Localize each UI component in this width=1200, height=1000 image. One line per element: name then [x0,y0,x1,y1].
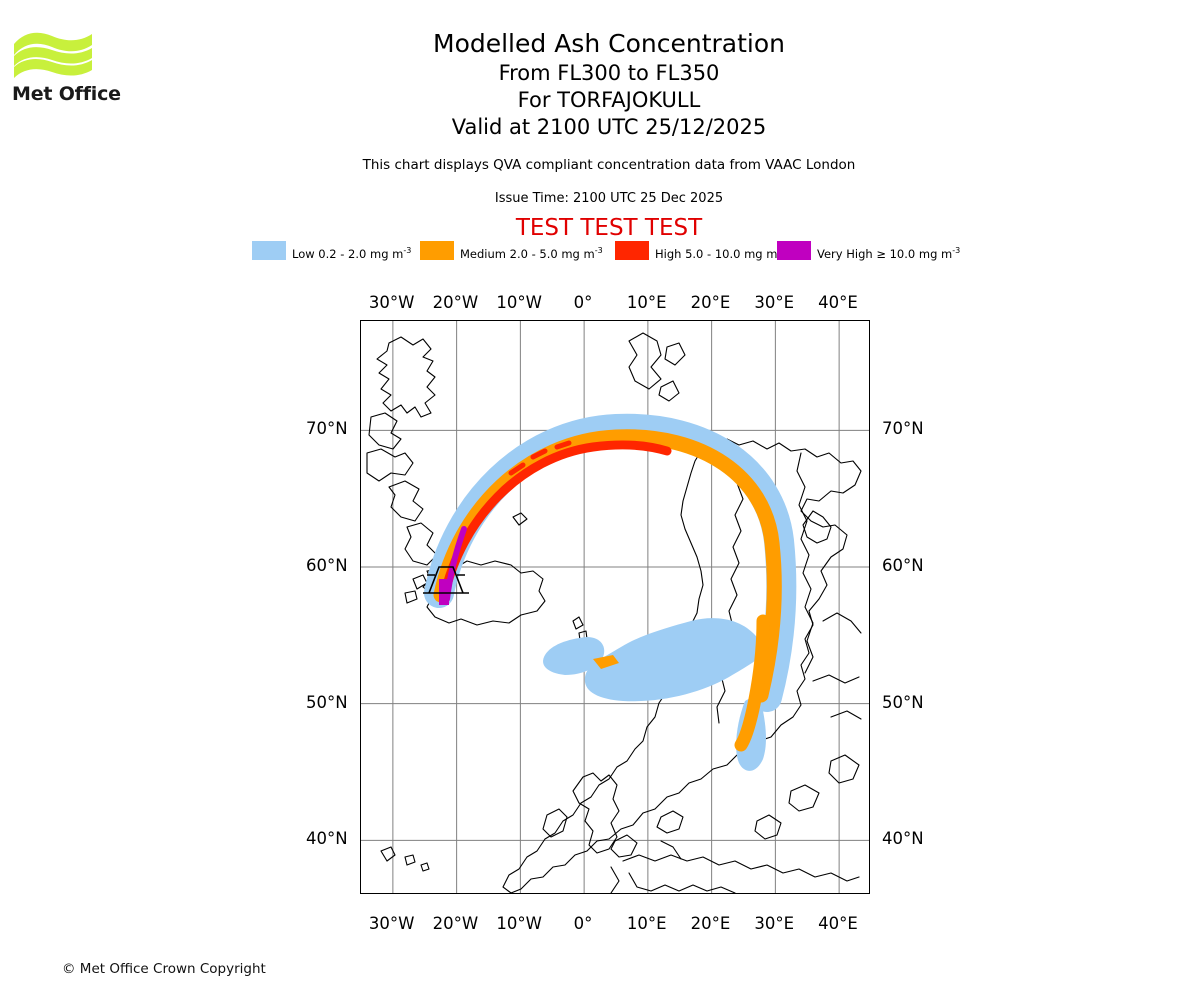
chart-title-block: Modelled Ash Concentration From FL300 to… [0,28,1200,141]
legend-exponent: -3 [952,246,961,255]
lat-tick-label-left: 60°N [306,556,348,575]
lon-tick-label-bottom: 20°E [690,914,731,933]
lat-tick-label-left: 70°N [306,419,348,439]
flight-level-line: From FL300 to FL350 [498,61,720,85]
legend-label: Low 0.2 - 2.0 mg m-3 [292,246,412,261]
lon-tick-label-top: 0° [573,293,593,312]
legend-label: Very High ≥ 10.0 mg m-3 [817,246,961,261]
ash-source-marker [439,579,449,605]
lon-tick-label-top: 10°E [626,293,667,312]
legend-swatch-icon [420,241,454,260]
lon-tick-label-top: 20°W [432,293,479,312]
coastlines [366,332,862,893]
lon-tick-label-bottom: 40°E [818,914,858,933]
lon-tick-label-bottom: 30°E [754,914,795,933]
ash-concentration-map[interactable] [360,320,870,894]
lon-tick-label-top: 30°W [368,293,415,312]
legend-label: High 5.0 - 10.0 mg m-3 [655,243,785,262]
ash-low-lobe-west [543,637,605,675]
lat-tick-label-right: 40°N [882,829,924,849]
qva-note: This chart displays QVA compliant concen… [362,157,856,173]
copyright-notice: © Met Office Crown Copyright [62,961,266,977]
map-canvas [361,321,869,893]
lon-tick-label-bottom: 20°W [432,914,479,933]
ash-medium-patch-west [593,655,619,669]
lon-tick-label-bottom: 30°W [368,914,415,933]
lon-tick-label-top: 20°E [690,293,731,312]
concentration-legend: Low 0.2 - 2.0 mg m-3 Medium 2.0 - 5.0 mg … [252,241,992,261]
legend-exponent: -3 [403,246,412,255]
map-frame [360,320,870,894]
lon-tick-label-top: 10°W [496,293,542,312]
legend-swatch-icon [615,241,649,260]
lat-tick-label-left: 50°N [306,692,348,712]
lon-tick-label-bottom: 0° [573,914,593,933]
ash-high-speckle-a [508,440,572,476]
ash-high-arc [439,440,672,602]
ash-plume-overlay [423,413,797,771]
met-office-logo: Met Office [12,26,142,105]
lon-tick-label-top: 30°E [754,293,795,312]
legend-swatch-icon [777,241,811,260]
lat-tick-label-right: 60°N [882,556,924,575]
issue-time: Issue Time: 2100 UTC 25 Dec 2025 [494,191,724,206]
ash-medium-arc [433,429,782,703]
test-banner: TEST TEST TEST [515,215,703,241]
valid-time-line: Valid at 2100 UTC 25/12/2025 [451,115,767,139]
lon-tick-label-top: 40°E [818,293,858,312]
met-office-wordmark: Met Office [12,83,121,105]
lon-tick-label-bottom: 10°E [626,914,667,933]
volcano-name-line: For TORFAJOKULL [517,88,701,112]
page-title: Modelled Ash Concentration [433,29,785,58]
met-office-wave-icon [14,32,92,78]
legend-label: Medium 2.0 - 5.0 mg m-3 [460,246,603,261]
lon-tick-label-bottom: 10°W [496,914,542,933]
ash-low-lobe-south [584,618,765,702]
lat-tick-label-right: 50°N [882,692,924,712]
lat-tick-label-right: 70°N [882,419,924,439]
ash-medium-tail [734,614,770,752]
lat-tick-label-left: 40°N [306,829,348,849]
volcano-source-marker [423,566,469,594]
legend-swatch-icon [252,241,286,260]
legend-exponent: -3 [594,246,603,255]
